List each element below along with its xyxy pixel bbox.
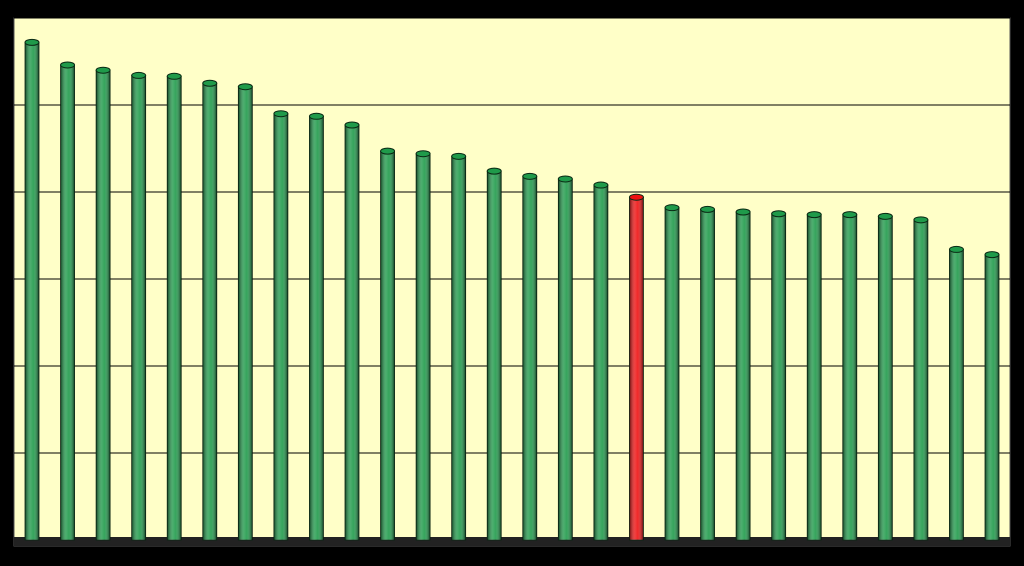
bar <box>451 152 467 541</box>
bar-shade <box>949 249 964 541</box>
bar <box>344 121 360 541</box>
bar-top <box>771 210 787 218</box>
bar <box>700 205 716 541</box>
bar-top <box>557 175 573 183</box>
bar-top <box>202 79 218 87</box>
bar-top <box>700 205 716 213</box>
bar-shade <box>736 212 751 540</box>
bar-top <box>984 251 1000 259</box>
bar-top <box>451 152 467 160</box>
bar <box>131 71 147 541</box>
bar-top <box>380 147 396 155</box>
bar <box>806 211 822 541</box>
bar-top <box>806 211 822 219</box>
bar-top <box>628 193 644 201</box>
bar-shade <box>345 125 359 540</box>
bar-shade <box>380 151 395 541</box>
bar <box>24 38 40 541</box>
bar <box>557 175 573 541</box>
plot-area <box>13 17 1011 547</box>
bar <box>948 245 964 541</box>
bar <box>877 212 893 541</box>
bar-top <box>877 212 893 220</box>
bar <box>273 110 289 541</box>
bar-top <box>24 38 40 46</box>
bar <box>415 150 431 541</box>
bar-top <box>60 61 76 69</box>
bar <box>202 79 218 541</box>
bar-shade <box>878 216 893 541</box>
bar-shade <box>60 64 75 540</box>
bar-top <box>522 172 538 180</box>
bar <box>913 216 929 541</box>
bar-top <box>735 208 751 216</box>
bar-shade <box>238 86 253 540</box>
bar-top <box>948 245 964 253</box>
bar-top <box>664 204 680 212</box>
bar <box>593 181 609 541</box>
bar <box>842 211 858 541</box>
bar-shade <box>25 42 39 541</box>
bar-top <box>273 110 289 118</box>
bar-shade <box>985 254 999 540</box>
bar <box>628 193 644 541</box>
bar <box>735 208 751 541</box>
bar-top <box>131 71 147 79</box>
bar-top <box>308 112 324 120</box>
bar-top <box>593 181 609 189</box>
bar-top <box>842 211 858 219</box>
bar <box>308 112 324 541</box>
bar-top <box>486 167 502 175</box>
bar-shade <box>913 219 928 540</box>
bar <box>60 61 76 541</box>
bar-shade <box>487 171 502 540</box>
bar-shade <box>807 214 822 540</box>
bar-shade <box>309 116 324 540</box>
bar <box>380 147 396 541</box>
bar-top <box>415 150 431 158</box>
bar <box>522 172 538 541</box>
bar <box>237 83 253 541</box>
bar <box>166 72 182 541</box>
bar-top <box>95 66 111 74</box>
bar <box>664 204 680 541</box>
bar-shade <box>593 185 608 541</box>
bar-shade <box>451 156 466 540</box>
bar-shade <box>558 178 573 540</box>
bar-top <box>344 121 360 129</box>
bar <box>95 66 111 541</box>
bar <box>486 167 502 541</box>
bar-shade <box>416 153 431 540</box>
bar <box>984 251 1000 541</box>
bar-top <box>913 216 929 224</box>
bar <box>771 210 787 541</box>
bar-top <box>166 72 182 80</box>
bar-shade <box>202 83 217 540</box>
bar-shade <box>96 70 111 540</box>
bar-shade <box>522 176 537 540</box>
bar-top <box>237 83 253 91</box>
floor <box>14 537 1010 546</box>
bar-shade <box>665 207 679 540</box>
bar-shade <box>771 213 786 540</box>
bar-shade <box>167 76 182 540</box>
bar-shade <box>273 113 288 540</box>
bar-shade <box>700 209 715 540</box>
bar-shade <box>131 75 146 541</box>
bar-shade <box>629 197 644 540</box>
bar-shade <box>842 214 857 540</box>
